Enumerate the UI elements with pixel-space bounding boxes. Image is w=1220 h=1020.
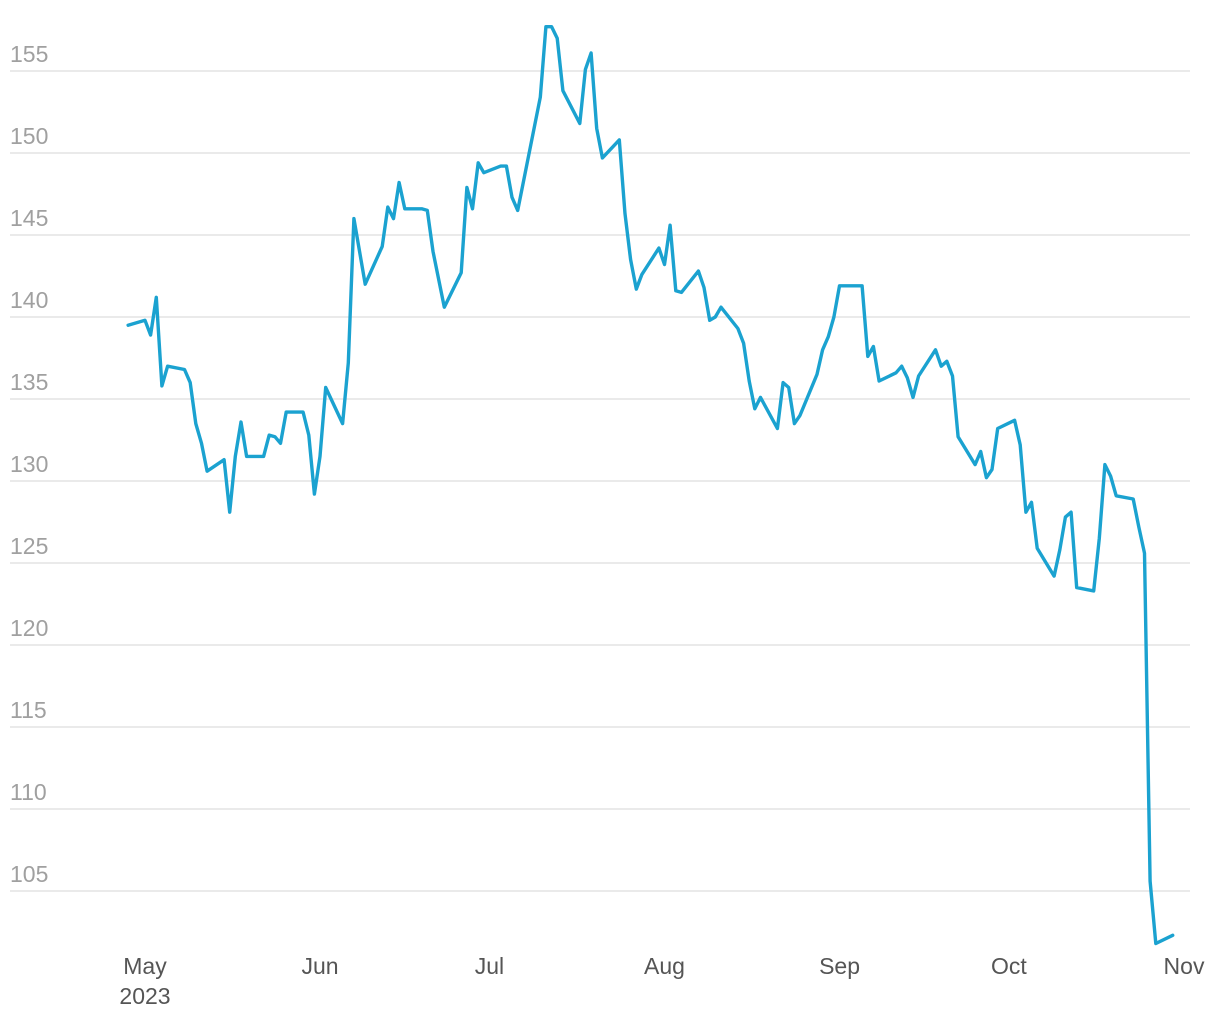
- x-tick-label-jun: Jun: [302, 953, 339, 979]
- y-axis-tick-labels: 105 110 115 120 125 130 135 140 145 150 155: [10, 41, 48, 887]
- x-tick-sublabel-year: 2023: [119, 983, 170, 1009]
- x-tick-label-aug: Aug: [644, 953, 685, 979]
- y-tick-label-120: 120: [10, 615, 48, 641]
- y-tick-label-110: 110: [10, 779, 47, 805]
- x-axis-tick-labels: May 2023 Jun Jul Aug Sep Oct Nov: [119, 953, 1205, 1009]
- y-tick-label-115: 115: [10, 697, 47, 723]
- y-tick-label-135: 135: [10, 369, 48, 395]
- price-series-line: [126, 25, 1175, 946]
- y-tick-label-125: 125: [10, 533, 48, 559]
- series-layer: [126, 25, 1175, 946]
- y-tick-label-150: 150: [10, 123, 48, 149]
- x-tick-label-nov: Nov: [1164, 953, 1205, 979]
- series-points: [128, 26, 1173, 944]
- x-tick-label-oct: Oct: [991, 953, 1027, 979]
- gridlines: [10, 70, 1190, 892]
- x-tick-label-sep: Sep: [819, 953, 860, 979]
- x-tick-label-may: May: [123, 953, 167, 979]
- y-tick-label-145: 145: [10, 205, 48, 231]
- x-tick-label-jul: Jul: [475, 953, 504, 979]
- y-tick-label-155: 155: [10, 41, 48, 67]
- y-tick-label-105: 105: [10, 861, 48, 887]
- y-tick-label-130: 130: [10, 451, 48, 477]
- y-tick-label-140: 140: [10, 287, 48, 313]
